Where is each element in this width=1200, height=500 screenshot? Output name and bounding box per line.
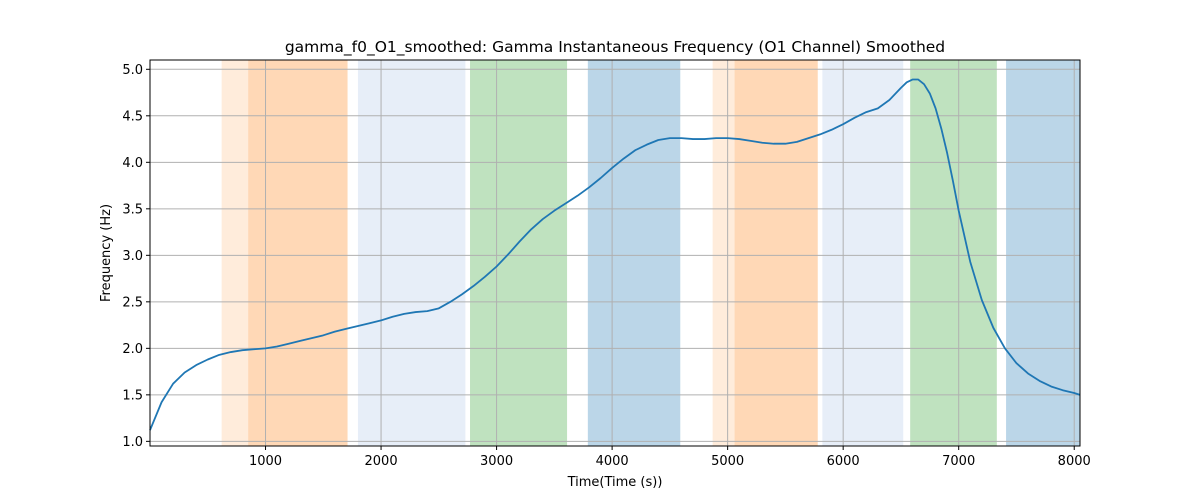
band-3	[470, 60, 568, 446]
y-tick-label: 4.5	[122, 109, 143, 124]
x-tick-label: 8000	[1058, 454, 1091, 469]
x-tick-label: 6000	[827, 454, 860, 469]
y-tick-label: 3.0	[122, 249, 143, 264]
y-tick-label: 2.0	[122, 342, 143, 357]
plot-frame	[149, 59, 1081, 447]
x-axis-label: Time(Time (s))	[567, 475, 663, 490]
x-tick-label: 5000	[711, 454, 744, 469]
y-tick-label: 5.0	[122, 63, 143, 78]
chart-title: gamma_f0_O1_smoothed: Gamma Instantaneou…	[285, 38, 945, 57]
y-tick-label: 3.5	[122, 202, 143, 217]
band-4	[587, 60, 681, 446]
band-5	[712, 60, 735, 446]
x-tick-label: 3000	[480, 454, 513, 469]
series-lines	[149, 78, 1081, 431]
band-0	[221, 60, 249, 446]
x-tick-label: 4000	[596, 454, 629, 469]
y-tick-label: 1.5	[122, 388, 143, 403]
band-8	[910, 60, 997, 446]
series-line-0	[149, 78, 1081, 431]
x-tick-label: 7000	[942, 454, 975, 469]
x-ticks: 1000 2000 3000 4000 5000 6000 7000 8000	[249, 446, 1091, 469]
y-tick-label: 2.5	[122, 295, 143, 310]
band-2	[357, 60, 466, 446]
x-tick-label: 1000	[249, 454, 282, 469]
y-tick-label: 4.0	[122, 156, 143, 171]
y-tick-label: 1.0	[122, 435, 143, 450]
band-7	[822, 60, 904, 446]
band-6	[734, 60, 818, 446]
band-1	[248, 60, 348, 446]
x-tick-label: 2000	[365, 454, 398, 469]
grid	[150, 60, 1080, 446]
band-9	[1006, 60, 1080, 446]
shaded-bands	[221, 60, 1080, 446]
y-axis-label: Frequency (Hz)	[99, 204, 114, 302]
y-ticks: 1.0 1.5 2.0 2.5 3.0 3.5 4.0 4.5 5.0	[122, 63, 150, 450]
